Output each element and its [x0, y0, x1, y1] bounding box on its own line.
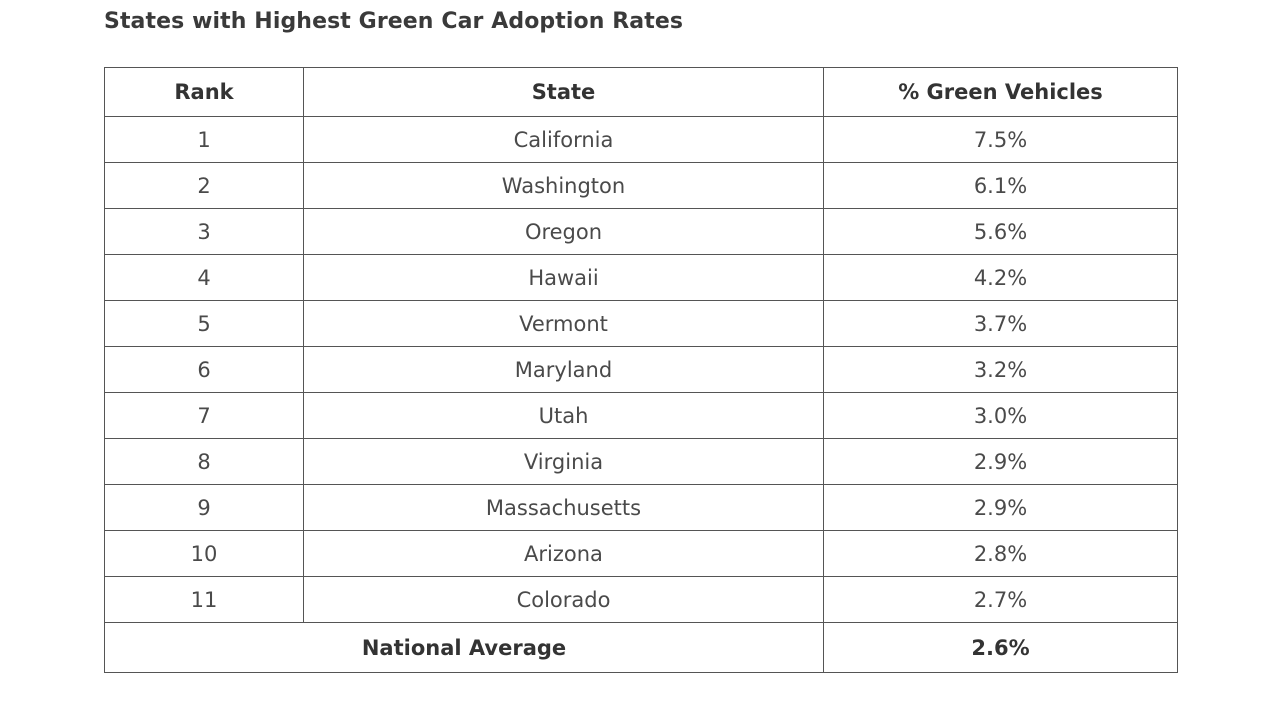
rank-cell: 2: [104, 162, 304, 209]
pct-cell: 3.7%: [823, 300, 1178, 347]
rank-cell: 1: [104, 116, 304, 163]
state-cell: Maryland: [303, 346, 824, 393]
table-row: 2 Washington 6.1%: [104, 162, 1178, 209]
pct-cell: 4.2%: [823, 254, 1178, 301]
page-title: States with Highest Green Car Adoption R…: [104, 9, 684, 34]
pct-cell: 2.9%: [823, 484, 1178, 531]
rank-cell: 9: [104, 484, 304, 531]
pct-cell: 2.7%: [823, 576, 1178, 623]
state-cell: Colorado: [303, 576, 824, 623]
rank-cell: 8: [104, 438, 304, 485]
state-cell: Hawaii: [303, 254, 824, 301]
state-cell: Massachusetts: [303, 484, 824, 531]
national-average-value: 2.6%: [823, 622, 1178, 673]
pct-cell: 6.1%: [823, 162, 1178, 209]
header-pct-green: % Green Vehicles: [823, 67, 1178, 117]
state-cell: Utah: [303, 392, 824, 439]
table-header-row: Rank State % Green Vehicles: [104, 67, 1178, 117]
table-row: 5 Vermont 3.7%: [104, 300, 1178, 347]
state-cell: Vermont: [303, 300, 824, 347]
rank-cell: 6: [104, 346, 304, 393]
table-row: 10 Arizona 2.8%: [104, 530, 1178, 577]
state-cell: Oregon: [303, 208, 824, 255]
rank-cell: 4: [104, 254, 304, 301]
table-row: 1 California 7.5%: [104, 116, 1178, 163]
table-row: 7 Utah 3.0%: [104, 392, 1178, 439]
table-row: 8 Virginia 2.9%: [104, 438, 1178, 485]
state-cell: Arizona: [303, 530, 824, 577]
rank-cell: 10: [104, 530, 304, 577]
rank-cell: 3: [104, 208, 304, 255]
adoption-table: Rank State % Green Vehicles 1 California…: [104, 67, 1178, 673]
rank-cell: 11: [104, 576, 304, 623]
rank-cell: 7: [104, 392, 304, 439]
state-cell: Washington: [303, 162, 824, 209]
national-average-label: National Average: [104, 622, 824, 673]
state-cell: California: [303, 116, 824, 163]
pct-cell: 7.5%: [823, 116, 1178, 163]
table-row: 9 Massachusetts 2.9%: [104, 484, 1178, 531]
national-average-row: National Average 2.6%: [104, 622, 1178, 673]
pct-cell: 3.0%: [823, 392, 1178, 439]
pct-cell: 2.8%: [823, 530, 1178, 577]
header-rank: Rank: [104, 67, 304, 117]
table-row: 11 Colorado 2.7%: [104, 576, 1178, 623]
pct-cell: 5.6%: [823, 208, 1178, 255]
table-row: 6 Maryland 3.2%: [104, 346, 1178, 393]
rank-cell: 5: [104, 300, 304, 347]
table-row: 3 Oregon 5.6%: [104, 208, 1178, 255]
header-state: State: [303, 67, 824, 117]
state-cell: Virginia: [303, 438, 824, 485]
pct-cell: 2.9%: [823, 438, 1178, 485]
table-row: 4 Hawaii 4.2%: [104, 254, 1178, 301]
pct-cell: 3.2%: [823, 346, 1178, 393]
